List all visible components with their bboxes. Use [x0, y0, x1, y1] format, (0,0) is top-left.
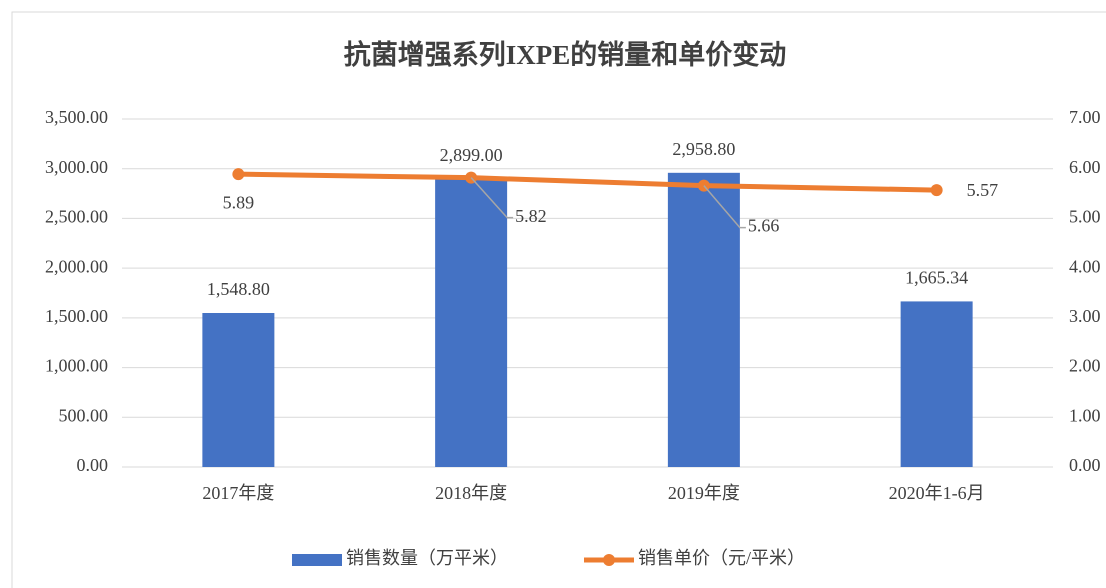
line [235, 171, 940, 193]
y2-tick-label: 6.00 [1069, 157, 1101, 177]
y2-tick-label: 5.00 [1069, 207, 1101, 227]
y2-tick-label: 0.00 [1069, 455, 1101, 475]
bar [202, 313, 275, 467]
legend-label: 销售数量（万平米） [346, 548, 508, 568]
line-marker [232, 168, 245, 181]
y-tick-label: 0.00 [77, 455, 109, 475]
x-tick-label: 2017年度 [202, 483, 274, 503]
x-tick-label: 2020年1-6月 [889, 483, 985, 503]
legend-label: 销售单价（元/平米） [638, 548, 805, 568]
x-tick-label: 2018年度 [435, 483, 507, 503]
bar-value-label: 2,899.00 [440, 145, 503, 165]
legend-swatch-marker [603, 554, 615, 566]
line-marker [930, 184, 943, 197]
y-tick-label: 1,000.00 [45, 356, 108, 376]
y-tick-label: 3,000.00 [45, 157, 108, 177]
line-value-label: 5.82 [515, 206, 547, 226]
bar [667, 172, 740, 468]
bar-value-label: 1,548.80 [207, 279, 270, 299]
bar-value-label: 1,665.34 [905, 268, 968, 288]
y2-tick-label: 7.00 [1069, 107, 1101, 127]
leader-line [703, 185, 746, 229]
y-tick-label: 1,500.00 [45, 306, 108, 326]
line-value-label: 5.57 [967, 180, 999, 200]
legend-swatch [292, 554, 342, 566]
bar [900, 301, 973, 467]
x-tick-label: 2019年度 [668, 483, 740, 503]
y2-tick-label: 4.00 [1069, 256, 1101, 276]
y-tick-label: 2,000.00 [45, 256, 108, 276]
bar-value-label: 2,958.80 [672, 139, 735, 159]
y-tick-label: 500.00 [59, 405, 109, 425]
y-tick-label: 3,500.00 [45, 107, 108, 127]
chart-title: 抗菌增强系列IXPE的销量和单价变动 [344, 39, 787, 70]
y2-tick-label: 3.00 [1069, 306, 1101, 326]
chart-frame [11, 11, 1106, 588]
bar [435, 178, 508, 467]
leader-line [470, 177, 514, 219]
line-value-label: 5.89 [223, 192, 255, 212]
y2-tick-label: 2.00 [1069, 356, 1101, 376]
y2-tick-label: 1.00 [1069, 405, 1101, 425]
y-tick-label: 2,500.00 [45, 207, 108, 227]
line-value-label: 5.66 [748, 216, 780, 236]
